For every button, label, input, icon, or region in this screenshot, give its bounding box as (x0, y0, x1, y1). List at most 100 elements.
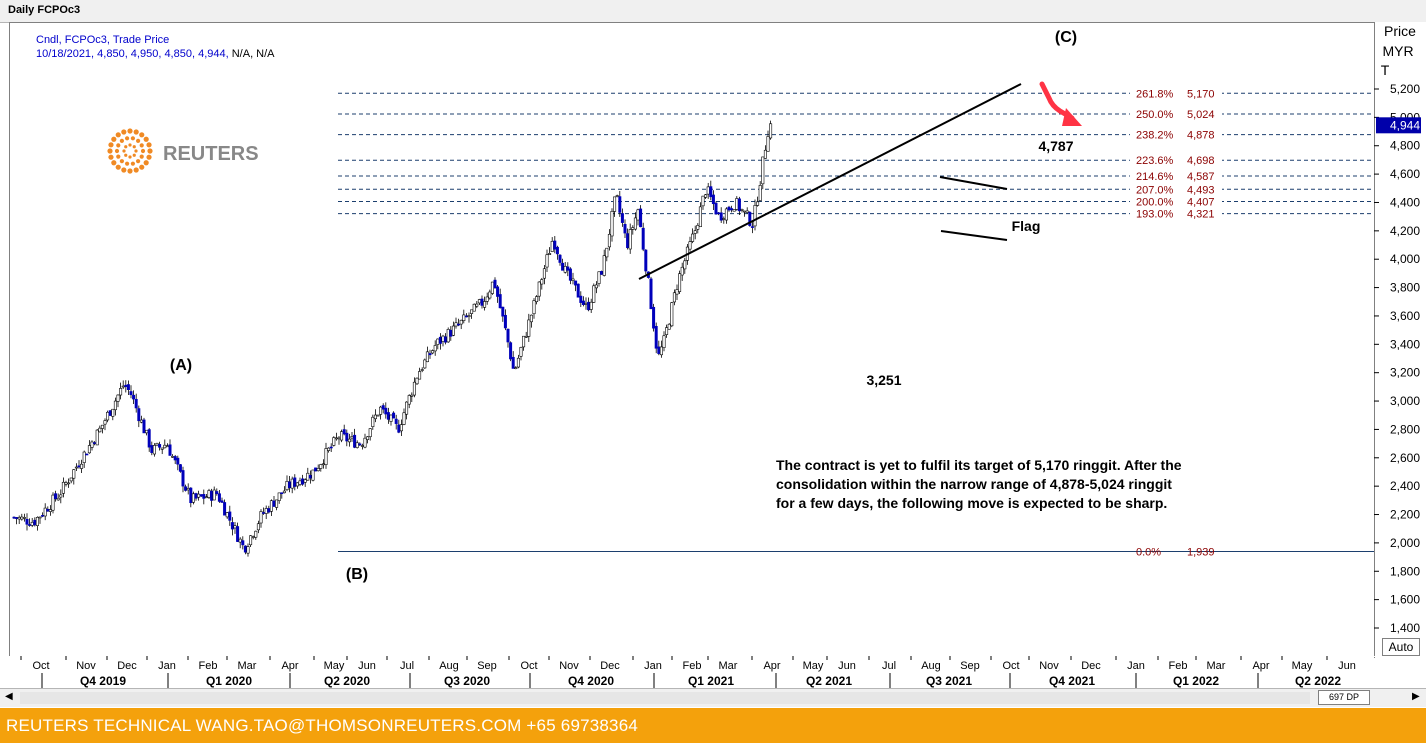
month-label: May (324, 660, 345, 672)
time-axis[interactable] (9, 656, 1374, 689)
candle-body (524, 336, 528, 338)
currency-label: MYR (1382, 43, 1413, 59)
candle-body (423, 359, 427, 369)
month-label: Jul (400, 660, 414, 672)
candle-body (740, 209, 744, 211)
candle-body (98, 427, 102, 433)
month-label: Jan (158, 660, 176, 672)
candle-body (561, 262, 565, 271)
candle-body (35, 517, 39, 526)
reuters-logo-icon (139, 132, 145, 138)
candle-body (46, 508, 50, 512)
window-title: Daily FCPOc3 (8, 4, 81, 16)
candle-body (259, 511, 263, 524)
reuters-logo-icon (143, 136, 149, 142)
candle-body (238, 538, 242, 543)
candle-body (425, 351, 429, 363)
quarter-label: Q4 2020 (568, 674, 614, 688)
candle-body (17, 517, 21, 520)
fib-value-label: 4,878 (1187, 130, 1215, 142)
commentary-line: The contract is yet to fulfil its target… (776, 457, 1182, 473)
candle-body (111, 408, 115, 417)
candle-body (662, 335, 666, 348)
month-label: Nov (76, 660, 96, 672)
fib-value-label: 4,587 (1187, 171, 1215, 183)
scroll-thumb[interactable] (20, 692, 1310, 704)
candle-body (363, 437, 367, 448)
candle-body (399, 424, 403, 432)
candle-body (82, 451, 86, 463)
month-label: Feb (1169, 660, 1188, 672)
reuters-logo-icon (108, 142, 114, 148)
y-tick-label: 3,200 (1390, 366, 1420, 380)
candle-body (381, 405, 385, 410)
footer-banner: REUTERS TECHNICAL WANG.TAO@THOMSONREUTER… (0, 708, 1426, 743)
candle-body (610, 210, 614, 237)
candle-body (704, 194, 708, 198)
candle-body (672, 292, 676, 303)
scroll-right-icon[interactable]: ▶ (1412, 691, 1420, 702)
candle-body (698, 206, 702, 228)
fib-value-label: 5,024 (1187, 109, 1215, 121)
horizontal-scrollbar[interactable]: ◀ ▶ (0, 688, 1426, 707)
candle-body (441, 335, 445, 342)
candle-body (542, 268, 546, 279)
candle-body (576, 283, 580, 298)
candle-body (147, 429, 151, 448)
candle-body (194, 493, 198, 499)
reuters-logo-icon (134, 149, 138, 153)
candle-body (347, 438, 351, 443)
reuters-logo-icon (139, 164, 145, 170)
candle-body (48, 509, 52, 512)
fib-pct-label: 223.6% (1136, 155, 1174, 167)
fib-pct-label: 200.0% (1136, 196, 1174, 208)
quarter-label: Q2 2022 (1295, 674, 1341, 688)
month-label: Sep (477, 660, 497, 672)
candle-body (519, 347, 523, 357)
candle-body (719, 212, 723, 221)
auto-scale-button[interactable]: Auto (1382, 638, 1420, 656)
candle-body (212, 489, 216, 501)
fib-pct-label: 261.8% (1136, 88, 1174, 100)
candle-body (753, 205, 757, 227)
candle-body (633, 217, 637, 230)
candle-body (163, 444, 167, 449)
reuters-logo-icon (124, 153, 128, 157)
candle-body (641, 227, 645, 250)
candle-body (415, 377, 419, 385)
candle-body (251, 536, 255, 538)
candle-body (472, 303, 476, 312)
candle-body (139, 419, 143, 423)
candle-body (691, 233, 695, 242)
candle-body (160, 447, 164, 450)
fib-value-label: 1,939 (1187, 547, 1215, 559)
candle-body (407, 395, 411, 405)
candle-body (80, 463, 84, 469)
scroll-left-icon[interactable]: ◀ (5, 691, 13, 702)
candle-body (366, 436, 370, 440)
y-tick-label: 4,200 (1390, 224, 1420, 238)
reuters-logo-icon (116, 154, 121, 159)
candle-body (236, 526, 240, 542)
fib-value-label: 5,170 (1187, 88, 1215, 100)
candle-body (709, 186, 713, 198)
candle-body (480, 298, 484, 306)
candle-body (332, 437, 336, 446)
candle-body (124, 384, 128, 387)
data-points-indicator: 697 DP (1318, 690, 1370, 705)
candle-body (358, 443, 362, 446)
fib-pct-label: 193.0% (1136, 209, 1174, 221)
month-label: Dec (600, 660, 620, 672)
candle-body (67, 482, 71, 485)
quarter-label: Q2 2020 (324, 674, 370, 688)
candle-body (730, 208, 734, 211)
candle-body (454, 322, 458, 327)
y-tick-label: 1,400 (1390, 621, 1420, 635)
candle-body (33, 519, 37, 526)
reuters-logo-icon (128, 155, 132, 159)
candle-body (620, 213, 624, 223)
candle-body (176, 457, 180, 465)
candle-body (464, 315, 468, 318)
